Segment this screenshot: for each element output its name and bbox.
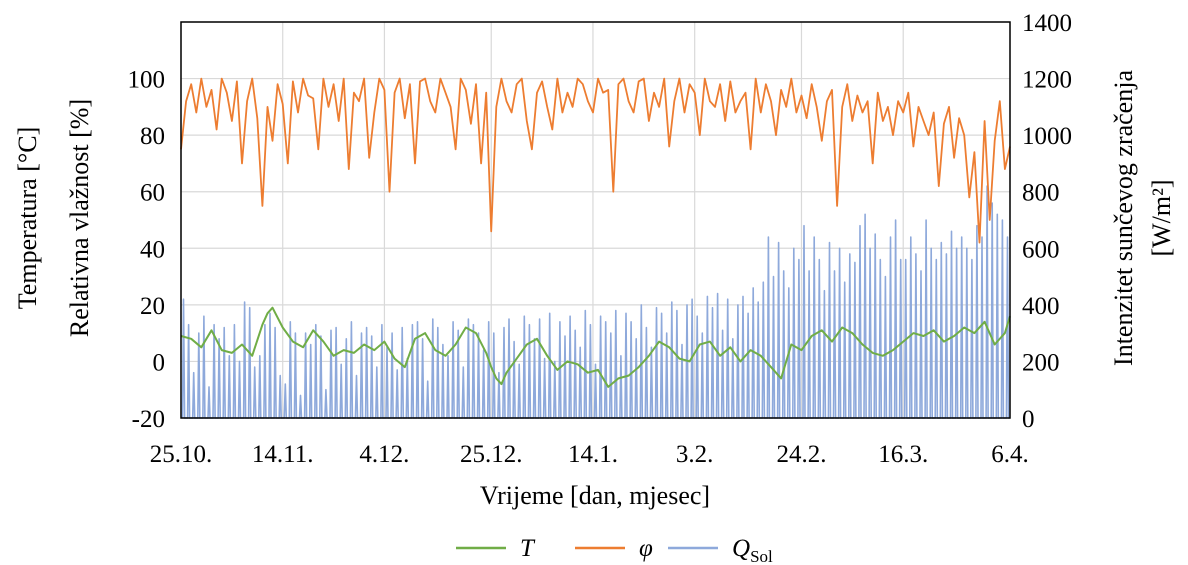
- x-tick-label: 16.3.: [878, 441, 928, 468]
- y-right-tick-labels: 0 200 400 600 800 1000 1200 1400: [1022, 10, 1072, 433]
- y-right-tick-label: 1200: [1022, 67, 1072, 94]
- x-tick-labels: 25.10. 14.11. 4.12. 25.12. 14.1. 3.2. 24.2. 16.…: [150, 441, 1029, 468]
- x-tick-label: 25.10.: [150, 441, 213, 468]
- series-t-line: [180, 306, 1011, 388]
- y-right-axis-label-1: Intenzitet sunčevog zračenja: [1109, 70, 1138, 366]
- y-right-tick-label: 0: [1022, 406, 1035, 433]
- y-left-axis-label-1: Temperatura [°C]: [13, 127, 42, 310]
- y-left-tick-label: 100: [128, 67, 166, 94]
- legend-t-label: T: [520, 535, 536, 562]
- x-tick-label: 25.12.: [460, 441, 523, 468]
- y-left-tick-label: 80: [140, 123, 165, 150]
- y-right-tick-label: 600: [1022, 236, 1060, 263]
- y-left-tick-label: 60: [140, 180, 165, 207]
- x-tick-label: 4.12.: [359, 441, 409, 468]
- x-tick-label: 14.11.: [252, 441, 314, 468]
- series-phi-line: [180, 77, 1011, 244]
- y-right-tick-label: 1400: [1022, 10, 1072, 37]
- y-left-tick-label: 40: [140, 236, 165, 263]
- x-tick-label: 24.2.: [776, 441, 826, 468]
- y-left-tick-labels: -20 0 20 40 60 80 100: [128, 67, 166, 433]
- plot-frame: [180, 21, 1011, 419]
- legend-q-sol-label: QSol: [732, 535, 773, 565]
- legend-phi-label: φ: [639, 535, 653, 562]
- x-tick-label: 3.2.: [676, 441, 714, 468]
- y-right-tick-label: 800: [1022, 180, 1060, 207]
- x-tick-label: 14.1.: [568, 441, 618, 468]
- y-right-axis-label-2: [W/m²]: [1147, 179, 1176, 256]
- series-q-sol-line: [181, 185, 1010, 419]
- y-left-axis-label-2: Relativna vlažnost [%]: [65, 99, 94, 337]
- y-left-tick-label: 20: [140, 293, 165, 320]
- x-tick-label: 6.4.: [991, 441, 1029, 468]
- y-right-tick-label: 1000: [1022, 123, 1072, 150]
- y-left-tick-label: -20: [132, 406, 165, 433]
- y-right-tick-label: 400: [1022, 293, 1060, 320]
- x-axis-label: Vrijeme [dan, mjesec]: [480, 481, 710, 510]
- y-right-tick-label: 200: [1022, 349, 1060, 376]
- y-left-tick-label: 0: [153, 349, 166, 376]
